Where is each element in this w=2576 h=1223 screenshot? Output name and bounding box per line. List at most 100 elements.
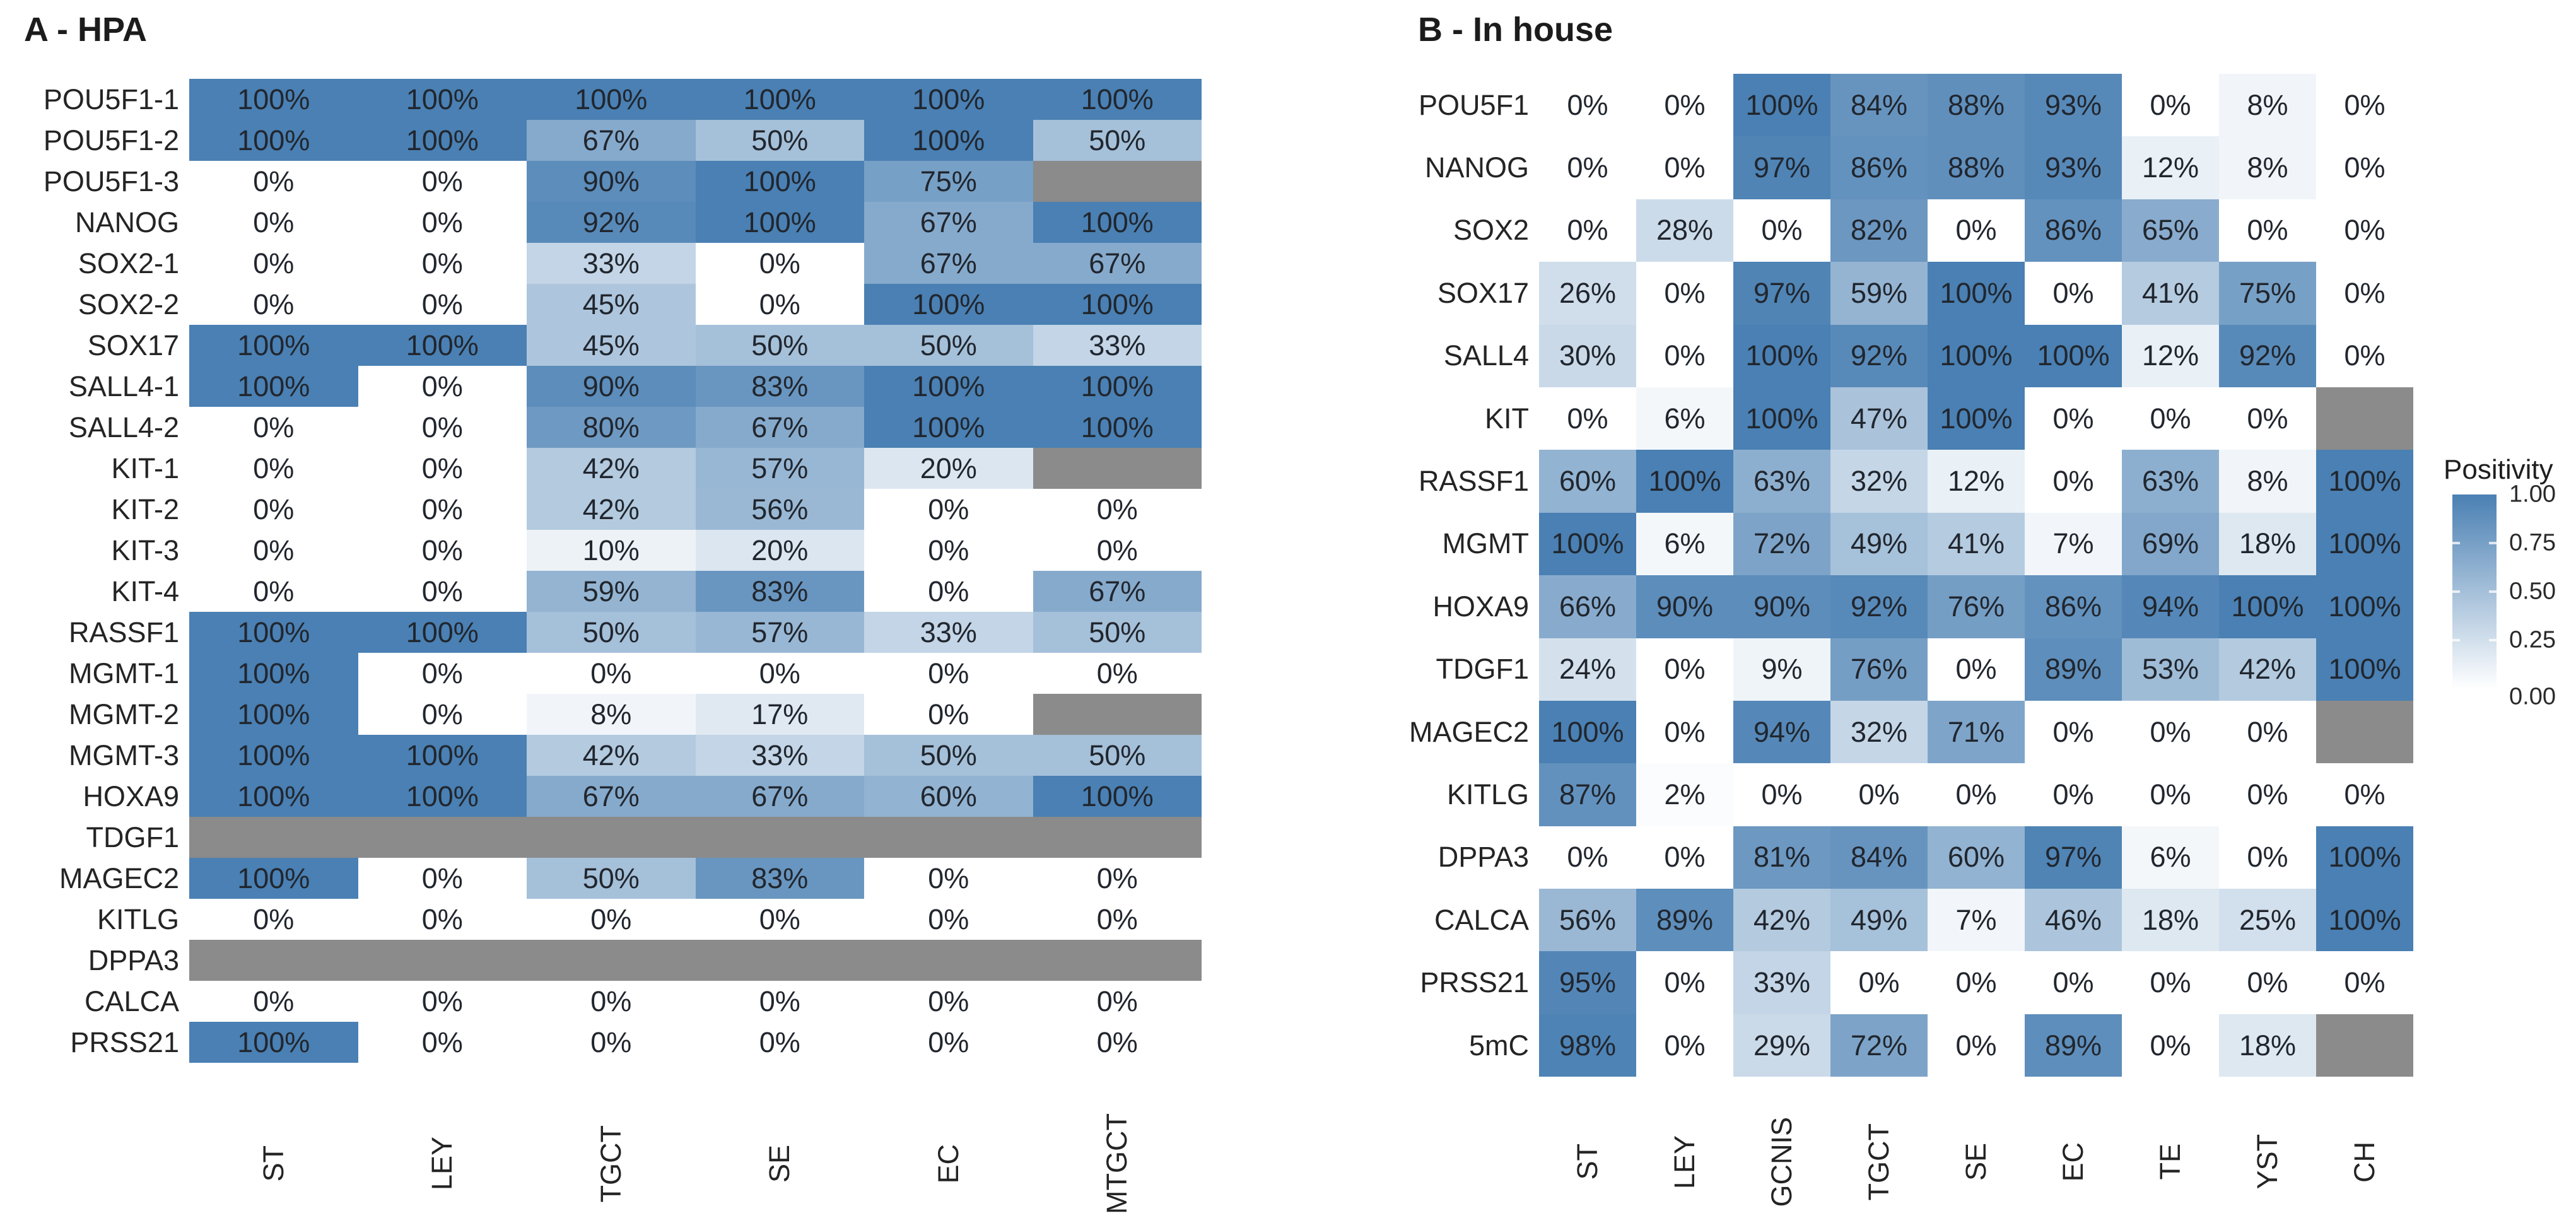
heatmap-cell: 0% xyxy=(2316,74,2413,137)
heatmap-cell: 32% xyxy=(1830,700,1928,764)
heatmap-cell: 12% xyxy=(2122,324,2219,387)
heatmap-cell: 97% xyxy=(1733,262,1830,325)
column-label: ST xyxy=(1539,1077,1636,1222)
heatmap-cell: 0% xyxy=(189,899,358,940)
row-label: KITLG xyxy=(1446,778,1529,810)
heatmap-cell: 0% xyxy=(1928,763,2025,826)
heatmap-cell: 76% xyxy=(1830,638,1928,701)
heatmap-cell: 0% xyxy=(1733,199,1830,262)
heatmap-cell: 86% xyxy=(2025,575,2122,638)
heatmap-cell: 0% xyxy=(2316,199,2413,262)
heatmap-cell: 33% xyxy=(527,243,696,284)
row-label: PRSS21 xyxy=(1420,966,1529,999)
row-label: NANOG xyxy=(74,206,179,238)
row-label: POU5F1-2 xyxy=(43,124,179,156)
heatmap-cell: 0% xyxy=(1033,981,1202,1022)
heatmap-cell: 18% xyxy=(2219,1014,2316,1077)
heatmap-cell: 100% xyxy=(358,325,527,366)
heatmap-cell: 0% xyxy=(1733,763,1830,826)
heatmap-cell: 30% xyxy=(1539,324,1636,387)
heatmap-cell: 0% xyxy=(189,530,358,571)
heatmap-cell: 100% xyxy=(358,79,527,120)
axis-corner xyxy=(1388,1077,1539,1222)
heatmap-cell: 0% xyxy=(1928,1014,2025,1077)
heatmap-cell: 100% xyxy=(2316,512,2413,576)
column-label: EC xyxy=(2025,1077,2122,1222)
heatmap-cell: 50% xyxy=(1033,612,1202,653)
heatmap-cell: 90% xyxy=(527,161,696,202)
heatmap-cell: 0% xyxy=(358,530,527,571)
heatmap-cell: 0% xyxy=(527,1022,696,1063)
heatmap-cell: 0% xyxy=(2122,74,2219,137)
heatmap-cell: 0% xyxy=(358,981,527,1022)
heatmap-cell: 0% xyxy=(864,981,1033,1022)
heatmap-cell: 81% xyxy=(1733,826,1830,889)
row-label: NANOG xyxy=(1424,151,1529,184)
heatmap-cell: 10% xyxy=(527,530,696,571)
legend-tick-label: 1.00 xyxy=(2509,481,2556,508)
heatmap-cell: 0% xyxy=(2316,324,2413,387)
heatmap-cell: 57% xyxy=(695,612,864,653)
heatmap-cell: 72% xyxy=(1830,1014,1928,1077)
heatmap-cell: 84% xyxy=(1830,74,1928,137)
row-label: SOX2 xyxy=(1453,214,1529,247)
column-label: MTGCT xyxy=(1033,1063,1202,1220)
heatmap-cell: 67% xyxy=(864,243,1033,284)
heatmap-cell: 69% xyxy=(2122,512,2219,576)
heatmap-cell: 97% xyxy=(2025,826,2122,889)
column-label: GCNIS xyxy=(1733,1077,1830,1222)
heatmap-cell: 100% xyxy=(864,366,1033,407)
heatmap-cell: 100% xyxy=(2316,450,2413,513)
heatmap-cell: 42% xyxy=(1733,889,1830,952)
heatmap-cell: 0% xyxy=(1636,262,1733,325)
heatmap-cell: 28% xyxy=(1636,199,1733,262)
heatmap-cell: 25% xyxy=(2219,889,2316,952)
heatmap-cell: 33% xyxy=(695,735,864,776)
legend-tick-label: 0.75 xyxy=(2509,529,2556,556)
heatmap-cell: 90% xyxy=(1636,575,1733,638)
heatmap-cell: 0% xyxy=(358,694,527,735)
heatmap-cell: 0% xyxy=(1539,826,1636,889)
heatmap-cell: 6% xyxy=(1636,387,1733,450)
heatmap-cell xyxy=(864,817,1033,858)
heatmap-cell: 98% xyxy=(1539,1014,1636,1077)
heatmap-cell: 0% xyxy=(2219,826,2316,889)
heatmap-cell: 60% xyxy=(864,776,1033,817)
heatmap-cell: 86% xyxy=(1830,136,1928,199)
heatmap-cell: 83% xyxy=(695,858,864,899)
heatmap-cell xyxy=(1033,940,1202,981)
heatmap-cell: 100% xyxy=(1033,407,1202,448)
heatmap-cell: 100% xyxy=(189,653,358,694)
legend-tickmark xyxy=(2489,590,2497,593)
legend-tick-label: 0.25 xyxy=(2509,626,2556,653)
heatmap-cell: 100% xyxy=(189,1022,358,1063)
heatmap-cell: 8% xyxy=(527,694,696,735)
heatmap-cell: 0% xyxy=(527,899,696,940)
row-label: PRSS21 xyxy=(70,1026,179,1058)
row-label: SALL4-1 xyxy=(68,370,179,402)
column-label: EC xyxy=(864,1063,1033,1220)
heatmap-cell xyxy=(189,940,358,981)
heatmap-cell: 60% xyxy=(1928,826,2025,889)
heatmap-cell: 100% xyxy=(2316,889,2413,952)
heatmap-cell: 33% xyxy=(1033,325,1202,366)
heatmap-cell: 0% xyxy=(2025,951,2122,1014)
row-label: SALL4-2 xyxy=(68,411,179,443)
heatmap-cell: 95% xyxy=(1539,951,1636,1014)
row-label: KIT xyxy=(1484,402,1529,435)
heatmap-cell: 100% xyxy=(1928,387,2025,450)
heatmap-cell: 2% xyxy=(1636,763,1733,826)
heatmap-cell: 0% xyxy=(2219,951,2316,1014)
column-label-text: LEY xyxy=(1668,1135,1701,1189)
heatmap-cell: 0% xyxy=(1539,199,1636,262)
heatmap-cell: 87% xyxy=(1539,763,1636,826)
heatmap-cell: 100% xyxy=(864,407,1033,448)
column-label-text: LEY xyxy=(426,1137,459,1191)
heatmap-cell: 97% xyxy=(1733,136,1830,199)
row-label: MAGEC2 xyxy=(59,862,179,894)
heatmap-cell: 20% xyxy=(695,530,864,571)
heatmap-cell: 0% xyxy=(2316,262,2413,325)
legend-tickmark xyxy=(2452,639,2460,641)
heatmap-cell: 7% xyxy=(1928,889,2025,952)
heatmap-cell: 0% xyxy=(527,981,696,1022)
